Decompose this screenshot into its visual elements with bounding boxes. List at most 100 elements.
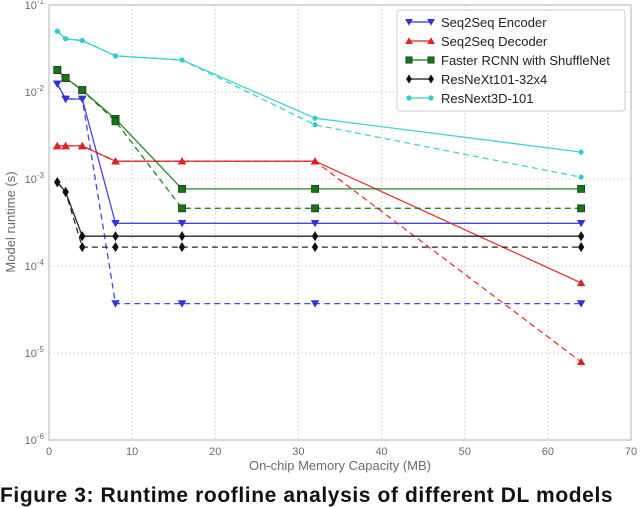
series-faster-rcnn-with-shufflenet-dashed- — [53, 66, 586, 213]
series-seq2seq-decoder — [53, 141, 586, 287]
y-tick-label: 10-1 — [25, 0, 45, 12]
legend-marker-icon — [427, 56, 435, 64]
data-point-marker — [178, 184, 186, 193]
series-resnext101-32x4 — [54, 177, 585, 242]
data-point-marker — [111, 117, 120, 126]
data-point-marker — [79, 37, 85, 44]
data-point-marker — [61, 74, 70, 82]
data-point-marker — [577, 242, 585, 253]
data-point-marker — [63, 36, 69, 42]
legend-marker-icon — [428, 95, 434, 101]
x-tick-label: 40 — [375, 446, 387, 458]
data-point-marker — [179, 57, 185, 63]
data-point-marker — [311, 242, 319, 253]
series-line — [57, 145, 582, 363]
x-tick-label: 60 — [542, 446, 554, 458]
x-tick-label: 20 — [209, 446, 221, 458]
x-tick-label: 0 — [46, 446, 52, 458]
data-point-marker — [577, 184, 586, 193]
data-point-marker — [54, 28, 60, 34]
figure-caption: Figure 3: Runtime roofline analysis of d… — [0, 484, 614, 507]
data-point-marker — [111, 219, 120, 228]
x-tick-label: 10 — [126, 446, 138, 458]
legend-item: ResNext3D-101 — [406, 91, 534, 106]
legend-marker-icon — [428, 74, 434, 84]
data-point-marker — [54, 177, 61, 188]
data-point-marker — [79, 231, 86, 242]
data-point-marker — [112, 231, 119, 242]
legend-label: ResNeXt101-32x4 — [441, 72, 547, 87]
x-tick-label: 30 — [292, 446, 304, 458]
data-point-marker — [178, 242, 186, 253]
legend-marker-icon — [427, 19, 435, 26]
data-point-marker — [77, 95, 87, 104]
data-point-marker — [53, 141, 62, 150]
legend-item: Faster RCNN with ShuffleNet — [405, 53, 610, 68]
legend-marker-icon — [406, 95, 412, 101]
data-point-marker — [576, 357, 586, 366]
data-point-marker — [53, 80, 62, 88]
data-point-marker — [311, 204, 319, 213]
y-tick-label: 10-3 — [25, 171, 45, 186]
data-point-marker — [310, 300, 320, 308]
legend-marker-icon — [406, 74, 412, 84]
y-axis-ticks: 10-1 10-2 10-3 10-4 10-5 10-6 — [25, 0, 45, 447]
legend-item: Seq2Seq Encoder — [405, 15, 547, 30]
data-point-marker — [312, 115, 318, 121]
data-point-marker — [53, 66, 62, 74]
data-point-marker — [312, 122, 318, 128]
data-point-marker — [578, 174, 584, 180]
series-seq2seq-encoder-dashed- — [53, 80, 586, 308]
data-point-marker — [178, 204, 186, 213]
data-point-marker — [79, 242, 86, 253]
data-point-marker — [577, 204, 586, 213]
data-point-marker — [111, 157, 120, 165]
legend-label: Seq2Seq Decoder — [441, 34, 548, 49]
data-point-marker — [177, 219, 187, 228]
series-line — [56, 83, 582, 305]
data-point-marker — [311, 231, 319, 242]
data-point-marker — [576, 278, 586, 287]
legend-marker-icon — [405, 37, 413, 44]
y-tick-label: 10-2 — [25, 84, 45, 99]
y-tick-label: 10-5 — [25, 345, 45, 360]
legend-label: ResNext3D-101 — [441, 91, 534, 106]
plot-frame — [48, 4, 632, 441]
x-axis-label: On-chip Memory Capacity (MB) — [249, 458, 431, 473]
y-tick-label: 10-6 — [25, 432, 45, 447]
data-point-marker — [178, 231, 186, 242]
data-point-marker — [61, 141, 70, 150]
legend-label: Seq2Seq Encoder — [441, 15, 547, 30]
legend-marker-icon — [427, 37, 435, 44]
data-point-marker — [78, 86, 87, 95]
legend-label: Faster RCNN with ShuffleNet — [441, 53, 610, 68]
data-point-marker — [112, 242, 119, 253]
legend-item: Seq2Seq Decoder — [405, 34, 548, 49]
data-point-marker — [62, 186, 69, 198]
chart: 0 10 20 30 40 50 60 70 10-1 10-2 10-3 10-4 10-5 10-6… — [3, 0, 637, 473]
x-tick-label: 50 — [459, 446, 471, 458]
legend-box — [396, 9, 626, 112]
y-axis-label: Model runtime (s) — [3, 171, 18, 272]
data-point-marker — [576, 219, 586, 228]
x-axis-ticks: 0 10 20 30 40 50 60 70 — [46, 446, 637, 458]
data-point-marker — [310, 219, 320, 228]
data-point-marker — [577, 231, 585, 242]
series-seq2seq-decoder-dashed- — [53, 141, 586, 366]
data-point-marker — [77, 141, 87, 150]
legend-item: ResNeXt101-32x4 — [406, 72, 547, 87]
data-point-marker — [112, 53, 119, 59]
x-tick-label: 70 — [625, 446, 637, 458]
data-point-marker — [61, 95, 70, 104]
series-resnext101-32x4-dashed- — [54, 177, 585, 253]
legend: Seq2Seq Encoder Seq2Seq Decoder Faster RCN… — [396, 9, 626, 112]
data-point-marker — [576, 300, 586, 308]
series-line — [56, 181, 582, 248]
series-resnext3d-101-dashed- — [54, 28, 584, 180]
data-point-marker — [311, 184, 319, 193]
data-point-marker — [111, 300, 120, 308]
legend-marker-icon — [405, 19, 413, 26]
legend-marker-icon — [405, 56, 413, 64]
series-line — [57, 145, 582, 284]
data-point-marker — [177, 157, 187, 165]
